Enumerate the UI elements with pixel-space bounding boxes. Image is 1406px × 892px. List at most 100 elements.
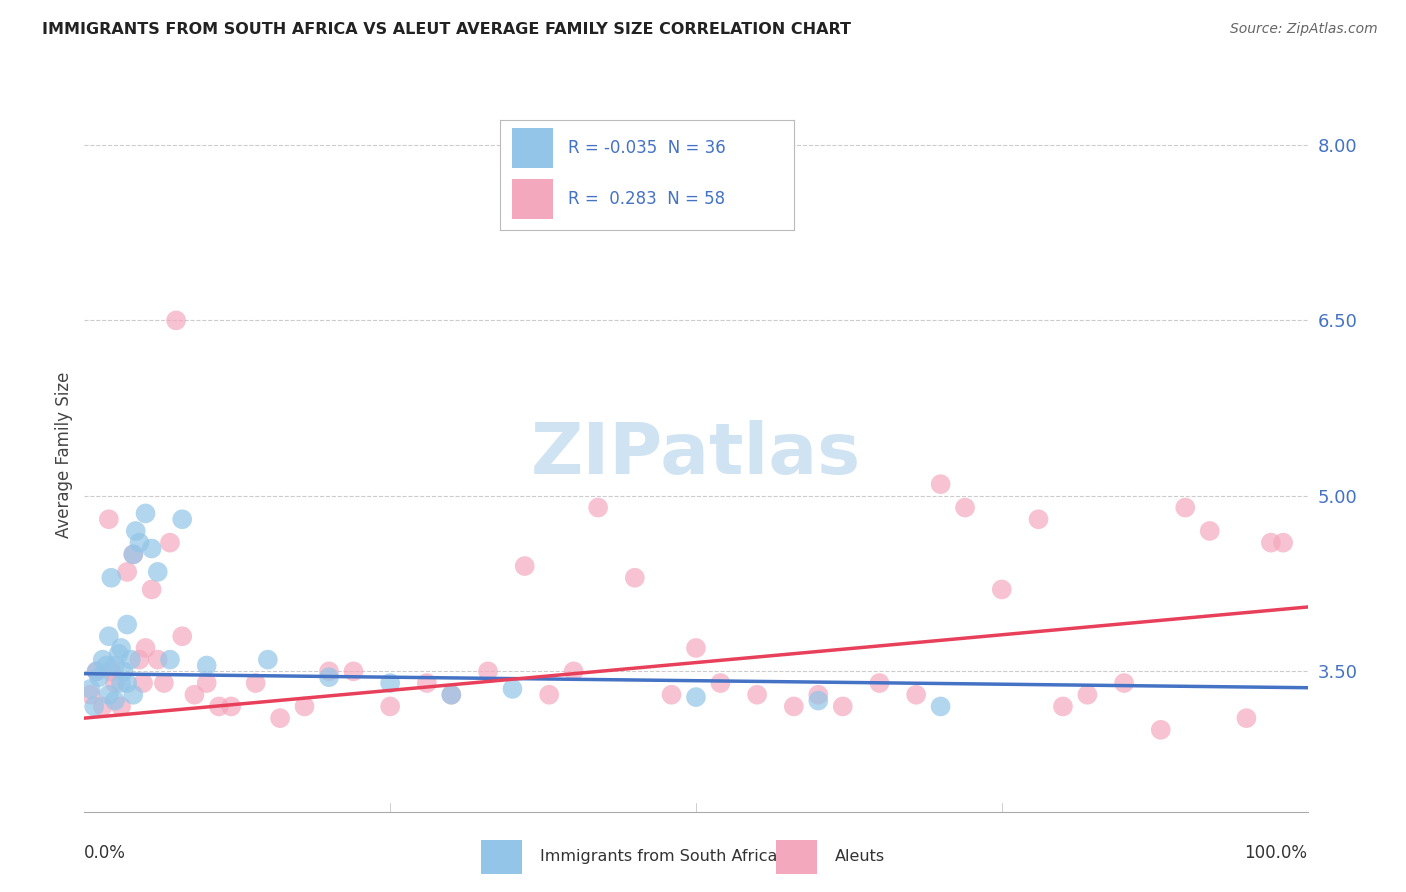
Point xyxy=(807,688,830,702)
Point xyxy=(831,699,853,714)
Point xyxy=(146,653,169,667)
Point xyxy=(83,699,105,714)
Text: Immigrants from South Africa: Immigrants from South Africa xyxy=(540,849,778,864)
Point xyxy=(110,676,132,690)
Point xyxy=(501,681,523,696)
Point xyxy=(219,699,242,714)
Point xyxy=(172,629,194,643)
Point xyxy=(97,629,120,643)
Point xyxy=(257,653,280,667)
Point xyxy=(624,571,647,585)
Point xyxy=(416,676,439,690)
Text: R = -0.035  N = 36: R = -0.035 N = 36 xyxy=(568,139,725,157)
Point xyxy=(1114,676,1136,690)
Point xyxy=(195,676,218,690)
Point xyxy=(586,500,609,515)
Point xyxy=(79,688,101,702)
Point xyxy=(110,640,132,655)
Point xyxy=(86,665,108,679)
Point xyxy=(100,571,122,585)
Point xyxy=(709,676,731,690)
Point xyxy=(141,582,163,597)
Point xyxy=(245,676,267,690)
Point xyxy=(905,688,928,702)
Point xyxy=(115,565,138,579)
Point xyxy=(513,559,536,574)
Point xyxy=(107,647,129,661)
Point xyxy=(97,512,120,526)
Point xyxy=(86,665,108,679)
Point xyxy=(538,688,561,702)
FancyBboxPatch shape xyxy=(481,839,522,874)
Point xyxy=(97,688,120,702)
Point xyxy=(159,653,181,667)
Point xyxy=(128,653,150,667)
Point xyxy=(183,688,205,702)
Point xyxy=(477,665,499,679)
Point xyxy=(96,658,118,673)
Point xyxy=(380,699,402,714)
Point xyxy=(115,676,138,690)
Point xyxy=(562,665,585,679)
Point xyxy=(929,699,952,714)
Text: Aleuts: Aleuts xyxy=(835,849,886,864)
Point xyxy=(128,535,150,549)
Point xyxy=(380,676,402,690)
Y-axis label: Average Family Size: Average Family Size xyxy=(55,372,73,538)
Point xyxy=(172,512,194,526)
Text: 100.0%: 100.0% xyxy=(1244,844,1308,862)
Point xyxy=(135,507,157,521)
Text: ZIPatlas: ZIPatlas xyxy=(531,420,860,490)
Point xyxy=(783,699,806,714)
Point xyxy=(929,477,952,491)
Point xyxy=(122,547,145,561)
Point xyxy=(112,665,135,679)
FancyBboxPatch shape xyxy=(776,839,817,874)
Text: Source: ZipAtlas.com: Source: ZipAtlas.com xyxy=(1230,22,1378,37)
Point xyxy=(1052,699,1074,714)
Point xyxy=(125,524,148,538)
Point xyxy=(79,681,101,696)
Point xyxy=(146,565,169,579)
Point xyxy=(159,535,181,549)
Point xyxy=(953,500,976,515)
Point xyxy=(122,547,145,561)
Point xyxy=(318,665,340,679)
Point xyxy=(1198,524,1220,538)
Point xyxy=(120,653,142,667)
Text: 0.0%: 0.0% xyxy=(84,844,127,862)
Point xyxy=(132,676,155,690)
Point xyxy=(165,313,187,327)
Point xyxy=(153,676,176,690)
FancyBboxPatch shape xyxy=(512,128,553,169)
Point xyxy=(104,693,127,707)
Point xyxy=(747,688,769,702)
Point xyxy=(1272,535,1295,549)
Point xyxy=(685,640,707,655)
Point xyxy=(807,693,830,707)
Point xyxy=(135,640,157,655)
Point xyxy=(104,658,127,673)
Point xyxy=(122,688,145,702)
Text: R =  0.283  N = 58: R = 0.283 N = 58 xyxy=(568,190,725,208)
Point xyxy=(100,665,122,679)
Point xyxy=(1150,723,1173,737)
Point xyxy=(1076,688,1098,702)
Point xyxy=(1234,711,1257,725)
Point xyxy=(294,699,316,714)
FancyBboxPatch shape xyxy=(512,179,553,219)
Point xyxy=(87,670,110,684)
Point xyxy=(869,676,891,690)
Point xyxy=(91,699,114,714)
Point xyxy=(91,653,114,667)
Point xyxy=(1028,512,1050,526)
Point xyxy=(440,688,463,702)
Point xyxy=(991,582,1014,597)
Point xyxy=(440,688,463,702)
Point xyxy=(269,711,291,725)
Point xyxy=(141,541,163,556)
Point xyxy=(104,676,127,690)
Text: IMMIGRANTS FROM SOUTH AFRICA VS ALEUT AVERAGE FAMILY SIZE CORRELATION CHART: IMMIGRANTS FROM SOUTH AFRICA VS ALEUT AV… xyxy=(42,22,851,37)
Point xyxy=(685,690,707,704)
Point xyxy=(195,658,218,673)
